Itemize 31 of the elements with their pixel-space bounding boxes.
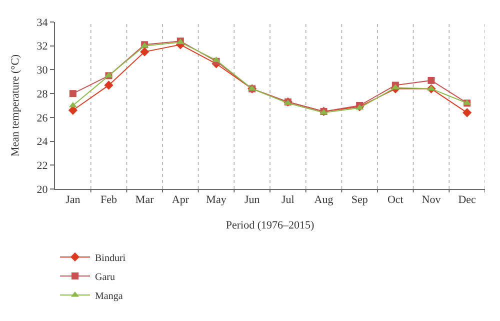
y-axis-title: Mean temperature (°C) <box>9 54 22 157</box>
y-tick-label: 26 <box>36 112 48 124</box>
x-tick-label: Oct <box>387 194 404 206</box>
x-tick-label: Jan <box>66 194 81 206</box>
legend-label: Manga <box>95 290 124 302</box>
y-tick-label: 30 <box>36 64 48 77</box>
y-tick-label: 22 <box>36 160 48 172</box>
x-tick-label: Aug <box>314 194 334 206</box>
x-tick-label: Jul <box>282 194 294 206</box>
x-tick-label: Feb <box>100 194 118 206</box>
point <box>69 90 76 98</box>
y-tick-label: 28 <box>36 88 48 100</box>
y-tick-label: 24 <box>36 136 48 148</box>
x-tick-label: Nov <box>422 194 442 206</box>
y-tick-label: 34 <box>36 16 48 29</box>
x-tick-label: Jun <box>244 194 260 206</box>
y-tick-label: 32 <box>36 40 48 53</box>
x-tick-label: Mar <box>135 194 154 206</box>
legend-label: Binduri <box>95 252 126 264</box>
x-axis-title: Period (1976–2015) <box>226 219 314 232</box>
x-tick-label: Dec <box>458 194 476 206</box>
point <box>104 80 114 90</box>
legend-label: Garu <box>95 272 115 283</box>
x-tick-label: May <box>206 194 227 206</box>
point <box>462 108 472 118</box>
x-tick-label: Apr <box>172 194 190 206</box>
x-tick-label: Sep <box>351 194 368 206</box>
point <box>427 85 436 91</box>
point <box>428 76 435 84</box>
point <box>140 47 150 56</box>
y-tick-label: 20 <box>36 184 48 196</box>
